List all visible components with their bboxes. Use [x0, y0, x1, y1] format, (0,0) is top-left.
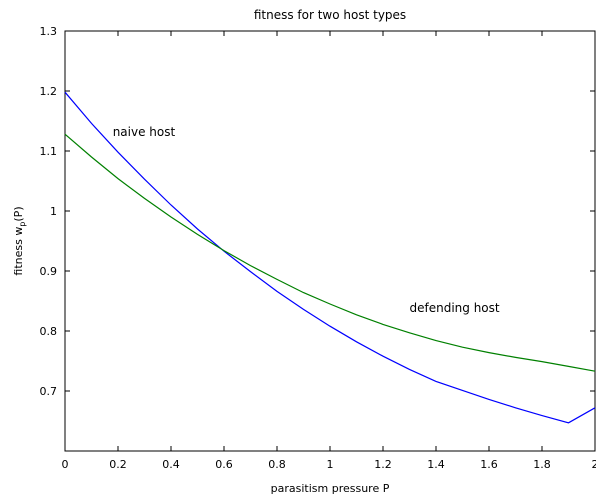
- x-tick-label: 2: [592, 458, 596, 471]
- series-lines: [64, 91, 596, 424]
- y-tick-label: 1: [50, 205, 57, 218]
- y-tick-label: 1.3: [40, 25, 58, 38]
- y-axis-label-main: fitness w: [12, 227, 25, 276]
- y-axis-label: fitness wp(P): [12, 206, 27, 275]
- y-tick-label: 0.9: [40, 265, 58, 278]
- x-tick-label: 0.8: [268, 458, 286, 471]
- series-line-naive-host: [64, 91, 596, 424]
- x-axis-label: parasitism pressure P: [271, 482, 390, 495]
- annotation-label: defending host: [410, 301, 500, 315]
- chart-title: fitness for two host types: [254, 8, 406, 22]
- annotation-label: naive host: [113, 125, 176, 139]
- y-axis-label-sub: p: [18, 222, 27, 227]
- y-tick-label: 0.7: [40, 385, 58, 398]
- x-tick-label: 0.4: [162, 458, 180, 471]
- y-axis-label-tail: (P): [12, 206, 25, 221]
- x-tick-label: 0.6: [215, 458, 233, 471]
- annotations: naive host defending host: [113, 125, 500, 315]
- y-tick-label: 1.2: [40, 85, 58, 98]
- series-line-defending-host: [64, 133, 596, 372]
- x-tick-label: 1.4: [427, 458, 445, 471]
- x-tick-label: 1.2: [374, 458, 392, 471]
- x-tick-label: 1.8: [533, 458, 551, 471]
- x-tick-label: 0.2: [109, 458, 127, 471]
- plot-area: [64, 30, 596, 452]
- y-tick-label: 1.1: [40, 145, 58, 158]
- x-tick-label: 1: [327, 458, 334, 471]
- axis-ticks: 0 0.2 0.4 0.6 0.8 1 1.2 1.4 1.6 1.8 2 0.7 0.8 0.9 1 1.1…: [40, 25, 596, 471]
- x-tick-label: 0: [62, 458, 69, 471]
- y-tick-label: 0.8: [40, 325, 58, 338]
- x-tick-label: 1.6: [480, 458, 498, 471]
